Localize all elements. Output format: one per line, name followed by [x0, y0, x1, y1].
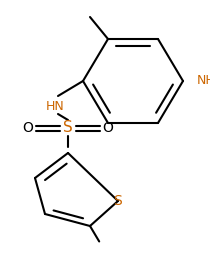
Text: S: S [63, 121, 73, 135]
Text: HN: HN [46, 99, 64, 112]
Text: O: O [22, 121, 33, 135]
Text: NH₂: NH₂ [197, 74, 210, 87]
Text: O: O [102, 121, 113, 135]
Text: S: S [114, 194, 122, 208]
